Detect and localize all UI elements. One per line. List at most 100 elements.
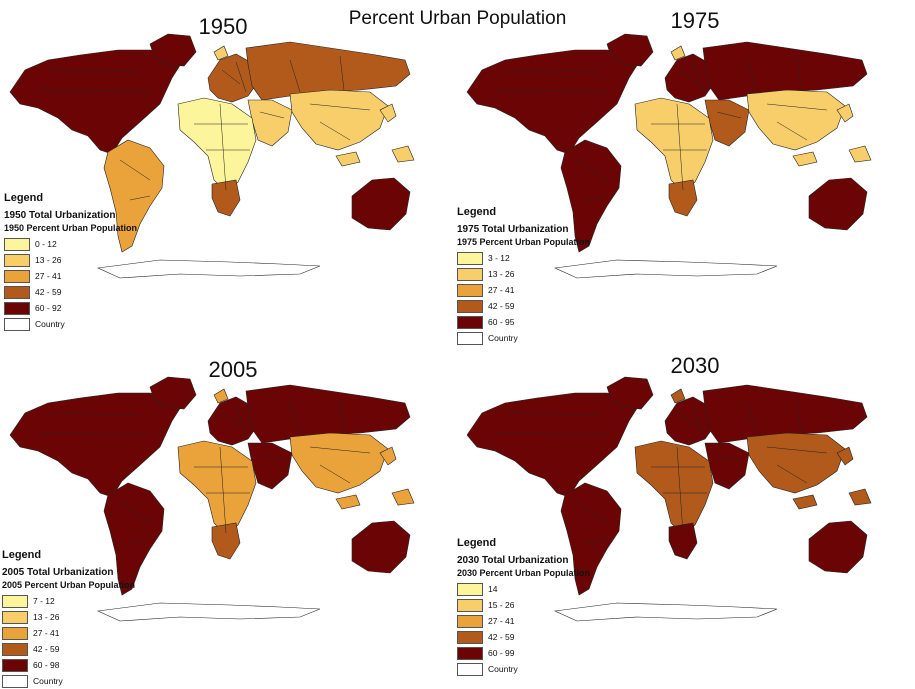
region-south-africa [668, 522, 698, 560]
legend-class-label: 0 - 12 [35, 239, 57, 249]
country-border [676, 446, 684, 534]
legend-swatch [4, 301, 30, 315]
country-border [506, 69, 598, 73]
region-island [848, 488, 872, 506]
legend-class-label: 60 - 98 [33, 660, 60, 670]
country-border [586, 538, 608, 544]
country-border [129, 538, 151, 544]
country-border [259, 454, 285, 462]
legend-swatch [4, 285, 30, 299]
region-island [379, 446, 397, 466]
country-border [496, 432, 608, 436]
legend-class-4: 42 - 59 [4, 284, 137, 300]
region-island [792, 151, 818, 167]
region-island [335, 151, 361, 167]
legend-class-label: 27 - 41 [488, 285, 515, 295]
country-border [119, 502, 151, 524]
legend-class-1: 14 [457, 581, 590, 597]
region-island [213, 45, 229, 61]
country-border [678, 412, 698, 428]
legend-class-1: 3 - 12 [457, 250, 590, 266]
region-island [213, 388, 229, 404]
legend-country: Country [457, 330, 590, 346]
map-panel-1950: 1950 Legend 1950 Total Urbanization 1950… [0, 0, 457, 343]
country-border [259, 111, 285, 119]
region-island [379, 103, 397, 123]
legend-class-1: 0 - 12 [4, 236, 137, 252]
country-border [716, 454, 742, 462]
country-border [692, 61, 704, 93]
country-border [39, 432, 151, 436]
country-border [506, 412, 598, 416]
legend-country-label: Country [488, 664, 518, 674]
legend-class-4: 42 - 59 [457, 629, 590, 645]
legend-field-name: 2005 Percent Urban Population [2, 580, 136, 590]
map-legend: Legend 1975 Total Urbanization 1975 Perc… [457, 206, 590, 346]
country-border [676, 103, 684, 191]
region-asia [746, 89, 846, 151]
legend-class-label: 42 - 59 [488, 632, 515, 642]
region-russia [245, 384, 411, 444]
region-asia [289, 89, 389, 151]
legend-swatch [2, 674, 28, 688]
legend-class-label: 13 - 26 [35, 255, 62, 265]
region-island [792, 494, 818, 510]
legend-class-label: 60 - 95 [488, 317, 515, 327]
legend-heading: Legend [2, 549, 42, 561]
region-greenland [606, 33, 654, 67]
country-border [746, 402, 758, 436]
panel-year: 2005 [208, 357, 258, 382]
region-africa [177, 97, 257, 193]
country-border [746, 59, 758, 93]
country-border [339, 55, 345, 91]
legend-swatch [2, 594, 28, 608]
legend-class-label: 13 - 26 [488, 269, 515, 279]
region-north-america [9, 49, 187, 155]
legend-heading: Legend [457, 537, 497, 549]
legend-country-label: Country [488, 333, 518, 343]
region-russia [702, 41, 868, 101]
legend-class-label: 27 - 41 [35, 271, 62, 281]
legend-class-label: 14 [488, 584, 498, 594]
legend-class-2: 13 - 26 [2, 609, 135, 625]
country-border [309, 103, 371, 111]
region-antarctica [553, 602, 778, 622]
country-border [796, 398, 802, 434]
country-border [692, 404, 704, 436]
legend-swatch [4, 237, 30, 251]
legend-swatch [457, 582, 483, 596]
legend-swatch [457, 630, 483, 644]
country-border [319, 121, 351, 141]
world-map [466, 33, 872, 279]
map-panel-1975: 1975 Legend 1975 Total Urbanization 1975… [457, 0, 914, 346]
legend-class-label: 42 - 59 [488, 301, 515, 311]
country-border [289, 59, 301, 93]
map-panel-2005: 2005 Legend 2005 Total Urbanization 2005… [0, 343, 457, 688]
region-island [391, 145, 415, 163]
legend-country-label: Country [33, 676, 63, 686]
legend-class-2: 13 - 26 [457, 266, 590, 282]
country-border [796, 55, 802, 91]
country-border [339, 398, 345, 434]
legend-swatch [457, 598, 483, 612]
legend-swatch [457, 662, 483, 676]
country-border [49, 412, 141, 416]
map-legend: Legend 2030 Total Urbanization 2030 Perc… [457, 537, 590, 677]
region-greenland [149, 376, 197, 410]
legend-class-3: 27 - 41 [457, 282, 590, 298]
legend-swatch [457, 315, 483, 329]
legend-country: Country [457, 661, 590, 677]
country-border [678, 69, 698, 85]
region-australia [808, 177, 868, 231]
legend-class-5: 60 - 99 [457, 645, 590, 661]
panel-year: 1950 [198, 14, 248, 39]
map-panel-2030: 2030 Legend 2030 Total Urbanization 2030… [457, 343, 914, 686]
legend-swatch [2, 626, 28, 640]
country-border [39, 89, 151, 93]
legend-swatch [2, 610, 28, 624]
country-border [219, 446, 227, 534]
country-border [776, 121, 808, 141]
legend-class-label: 3 - 12 [488, 253, 510, 263]
panel-year: 2030 [670, 353, 720, 378]
region-antarctica [96, 602, 321, 622]
